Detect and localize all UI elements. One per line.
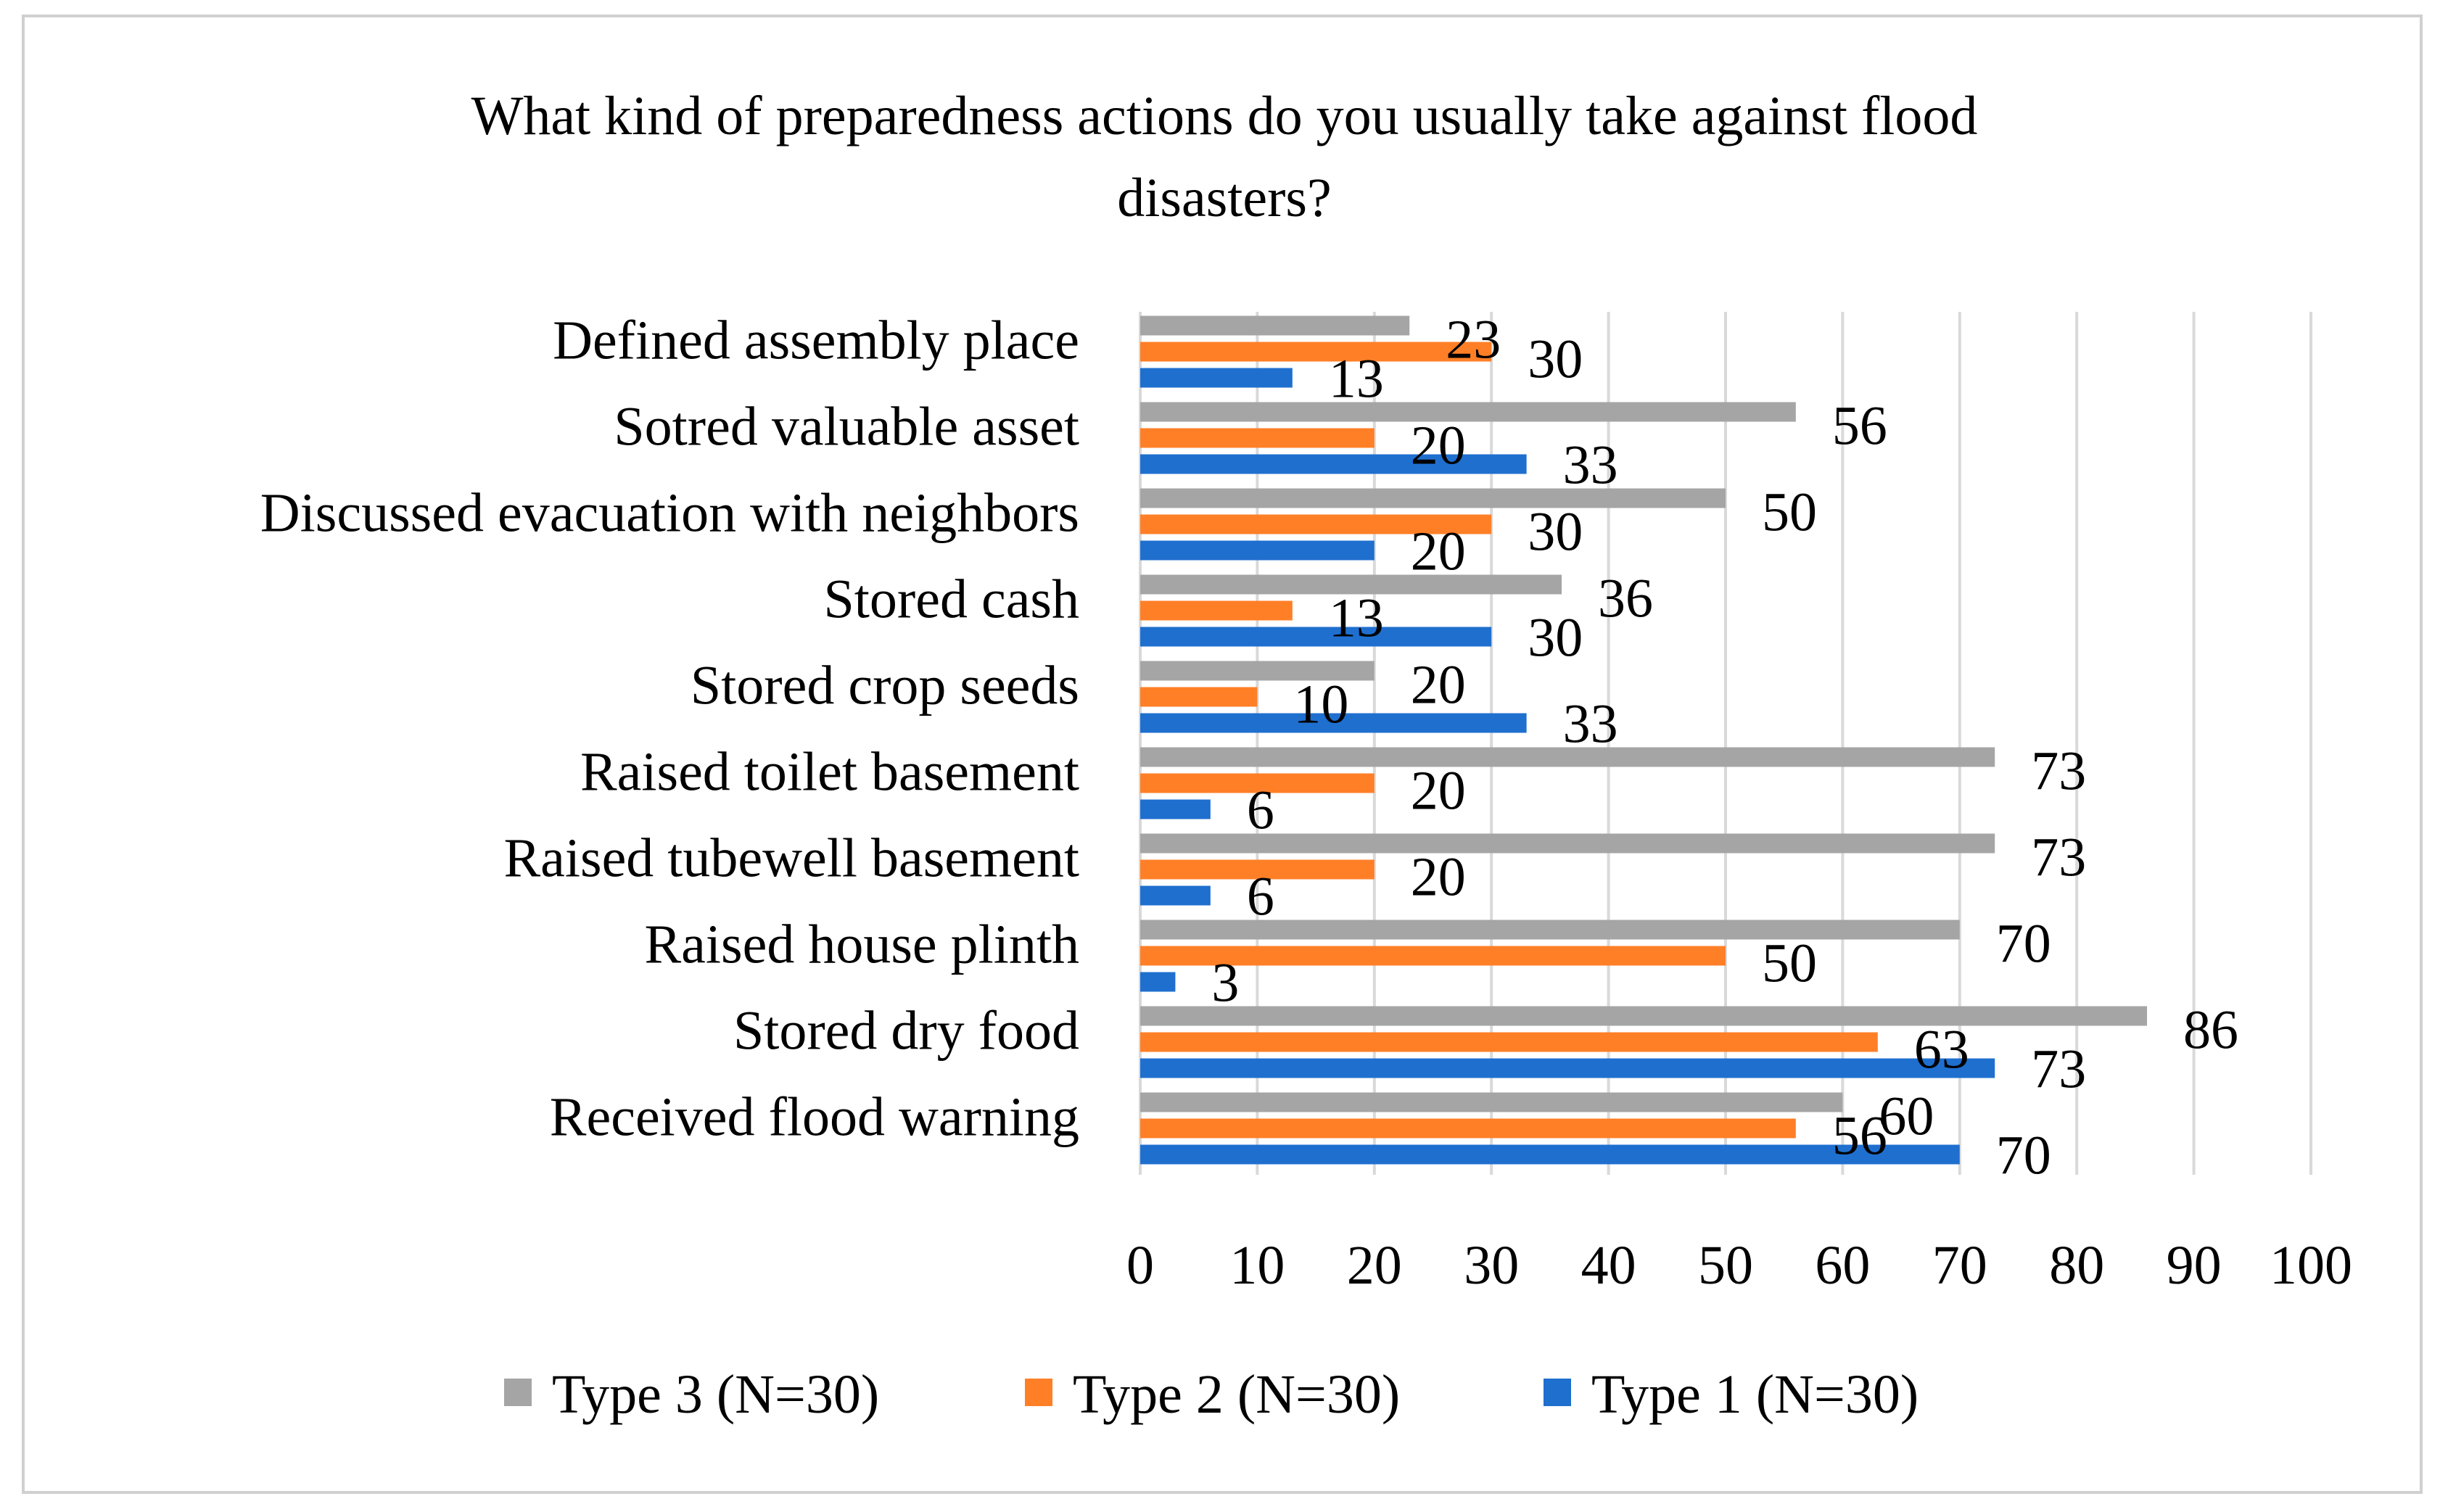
x-tick-label-90: 90 — [2167, 1235, 2222, 1296]
data-label-type-2-n-30-stored-cash: 13 — [1329, 588, 1384, 649]
bar-type-3-n-30-stored-cash — [1140, 574, 1562, 595]
legend: Type 3 (N=30) Type 2 (N=30) Type 1 (N=30) — [504, 1364, 1919, 1425]
bar-type-3-n-30-raised-tubewell-basement — [1140, 833, 1995, 854]
x-tick-label-50: 50 — [1698, 1235, 1753, 1296]
x-tick-label-100: 100 — [2270, 1235, 2352, 1296]
data-label-type-1-n-30-sotred-valuable-asset: 33 — [1563, 435, 1618, 496]
data-label-type-2-n-30-received-flood-warning: 56 — [1832, 1106, 1887, 1167]
category-label-raised-toilet-basement: Raised toilet basement — [580, 742, 1079, 803]
data-label-type-3-n-30-raised-house-plinth: 70 — [1996, 914, 2051, 975]
category-label-stored-cash: Stored cash — [824, 569, 1079, 630]
bar-type-2-n-30-sotred-valuable-asset — [1140, 428, 1375, 448]
data-label-type-2-n-30-defined-assembly-place: 30 — [1528, 329, 1583, 390]
x-tick-label-30: 30 — [1464, 1235, 1519, 1296]
x-tick-label-40: 40 — [1581, 1235, 1636, 1296]
category-label-discussed-evacuation-with-neighbors: Discussed evacuation with neighbors — [260, 483, 1079, 544]
data-label-type-1-n-30-stored-dry-food: 73 — [2031, 1039, 2086, 1100]
data-label-type-1-n-30-raised-house-plinth: 3 — [1211, 953, 1239, 1014]
bar-type-3-n-30-received-flood-warning — [1140, 1092, 1843, 1112]
legend-label-type-2-n-30: Type 2 (N=30) — [1073, 1364, 1400, 1425]
bar-type-1-n-30-raised-toilet-basement — [1140, 799, 1211, 819]
bar-type-2-n-30-received-flood-warning — [1140, 1118, 1796, 1139]
legend-label-type-1-n-30: Type 1 (N=30) — [1591, 1364, 1919, 1425]
bar-type-2-n-30-defined-assembly-place — [1140, 342, 1492, 362]
bar-type-3-n-30-defined-assembly-place — [1140, 315, 1410, 336]
category-label-sotred-valuable-asset: Sotred valuable asset — [614, 397, 1079, 458]
bar-type-3-n-30-stored-crop-seeds — [1140, 661, 1375, 681]
x-tick-label-20: 20 — [1347, 1235, 1402, 1296]
bars — [1140, 315, 2148, 1165]
data-label-type-3-n-30-sotred-valuable-asset: 56 — [1832, 396, 1887, 457]
bar-type-2-n-30-raised-toilet-basement — [1140, 773, 1375, 793]
bar-type-1-n-30-stored-crop-seeds — [1140, 713, 1527, 733]
category-label-stored-dry-food: Stored dry food — [733, 1001, 1079, 1062]
data-label-type-2-n-30-raised-toilet-basement: 20 — [1411, 761, 1466, 822]
x-tick-label-60: 60 — [1815, 1235, 1870, 1296]
legend-swatch-type-1-n-30 — [1544, 1379, 1571, 1406]
bar-type-2-n-30-discussed-evacuation-with-neighbors — [1140, 514, 1492, 534]
data-label-type-3-n-30-stored-cash: 36 — [1598, 569, 1653, 629]
chart-title: What kind of preparedness actions do you… — [471, 86, 1978, 228]
bar-type-3-n-30-stored-dry-food — [1140, 1006, 2148, 1026]
x-tick-label-80: 80 — [2049, 1235, 2104, 1296]
x-tick-label-0: 0 — [1126, 1235, 1154, 1296]
data-label-type-3-n-30-stored-crop-seeds: 20 — [1411, 655, 1466, 716]
legend-label-type-3-n-30: Type 3 (N=30) — [552, 1364, 879, 1425]
data-label-type-2-n-30-stored-dry-food: 63 — [1914, 1020, 1969, 1081]
bar-type-3-n-30-discussed-evacuation-with-neighbors — [1140, 488, 1726, 508]
data-label-type-3-n-30-raised-tubewell-basement: 73 — [2031, 827, 2086, 888]
x-axis-ticks: 0 10 20 30 40 50 60 70 80 90 100 — [1126, 1235, 2352, 1296]
category-label-received-flood-warning: Received flood warning — [550, 1087, 1079, 1148]
data-label-type-3-n-30-discussed-evacuation-with-neighbors: 50 — [1762, 482, 1817, 543]
category-labels: Received flood warning Stored dry food Rai… — [260, 310, 1079, 1148]
bar-type-3-n-30-raised-house-plinth — [1140, 920, 1960, 940]
bar-type-1-n-30-stored-dry-food — [1140, 1058, 1995, 1078]
x-tick-label-10: 10 — [1229, 1235, 1285, 1296]
legend-swatch-type-2-n-30 — [1025, 1379, 1052, 1406]
data-label-type-2-n-30-sotred-valuable-asset: 20 — [1411, 416, 1466, 476]
category-label-defined-assembly-place: Defined assembly place — [553, 310, 1079, 371]
data-label-type-1-n-30-received-flood-warning: 70 — [1996, 1125, 2051, 1186]
category-label-raised-tubewell-basement: Raised tubewell basement — [503, 828, 1079, 889]
bar-type-1-n-30-discussed-evacuation-with-neighbors — [1140, 540, 1375, 561]
data-label-type-1-n-30-stored-crop-seeds: 33 — [1563, 694, 1618, 755]
bar-type-1-n-30-raised-house-plinth — [1140, 972, 1176, 992]
bar-type-1-n-30-received-flood-warning — [1140, 1144, 1960, 1165]
bar-type-2-n-30-stored-dry-food — [1140, 1032, 1878, 1052]
bar-type-3-n-30-raised-toilet-basement — [1140, 747, 1995, 767]
x-tick-label-70: 70 — [1932, 1235, 1987, 1296]
data-label-type-3-n-30-stored-dry-food: 86 — [2183, 1000, 2238, 1061]
data-label-type-3-n-30-raised-toilet-basement: 73 — [2031, 741, 2086, 802]
bar-type-1-n-30-defined-assembly-place — [1140, 368, 1293, 388]
bar-type-1-n-30-raised-tubewell-basement — [1140, 885, 1211, 906]
chart-title-line-1: What kind of preparedness actions do you… — [471, 86, 1978, 146]
bar-type-1-n-30-sotred-valuable-asset — [1140, 454, 1527, 474]
data-label-type-1-n-30-raised-tubewell-basement: 6 — [1247, 867, 1274, 928]
category-label-stored-crop-seeds: Stored crop seeds — [691, 656, 1079, 716]
data-label-type-1-n-30-raised-toilet-basement: 6 — [1247, 780, 1274, 841]
data-label-type-2-n-30-raised-tubewell-basement: 20 — [1411, 847, 1466, 908]
bar-type-2-n-30-raised-house-plinth — [1140, 946, 1726, 966]
bar-type-3-n-30-sotred-valuable-asset — [1140, 402, 1796, 422]
data-label-type-3-n-30-received-flood-warning: 60 — [1879, 1086, 1934, 1147]
bar-type-2-n-30-raised-tubewell-basement — [1140, 859, 1375, 880]
bar-type-1-n-30-stored-cash — [1140, 627, 1492, 647]
data-label-type-1-n-30-defined-assembly-place: 13 — [1329, 349, 1384, 410]
data-label-type-1-n-30-discussed-evacuation-with-neighbors: 20 — [1411, 521, 1466, 582]
data-label-type-3-n-30-defined-assembly-place: 23 — [1446, 310, 1501, 371]
legend-swatch-type-3-n-30 — [504, 1379, 532, 1406]
data-label-type-2-n-30-discussed-evacuation-with-neighbors: 30 — [1528, 502, 1583, 563]
data-label-type-2-n-30-raised-house-plinth: 50 — [1762, 933, 1817, 994]
category-label-raised-house-plinth: Raised house plinth — [644, 914, 1079, 975]
bar-type-2-n-30-stored-cash — [1140, 600, 1293, 621]
bar-type-2-n-30-stored-crop-seeds — [1140, 687, 1258, 707]
chart-title-line-2: disasters? — [1117, 168, 1331, 228]
data-label-type-2-n-30-stored-crop-seeds: 10 — [1293, 674, 1348, 735]
data-label-type-1-n-30-stored-cash: 30 — [1528, 608, 1583, 669]
